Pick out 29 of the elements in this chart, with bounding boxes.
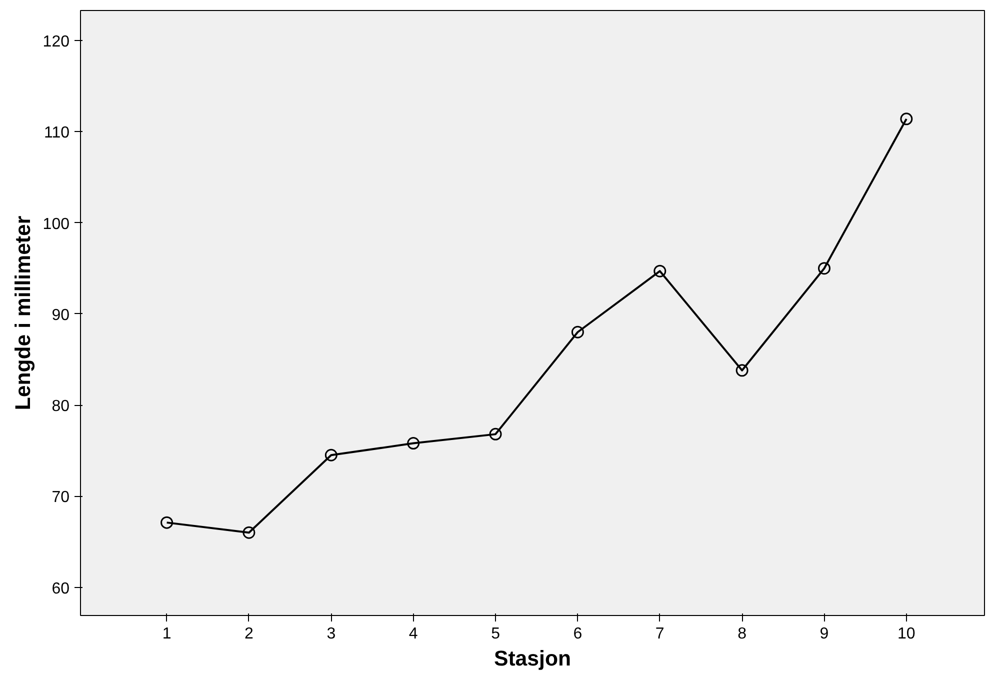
y-tick-label: 90 bbox=[52, 306, 70, 324]
x-tick-label: 6 bbox=[573, 626, 582, 642]
point bbox=[160, 516, 174, 529]
x-axis-title: Stasjon bbox=[494, 646, 572, 670]
x-tick-label: 3 bbox=[326, 626, 336, 642]
x-tick-label: 9 bbox=[820, 626, 829, 642]
y-tick-label: 110 bbox=[44, 124, 70, 142]
y-tick-label: 100 bbox=[42, 216, 70, 233]
x-tick-label: 5 bbox=[491, 626, 500, 642]
x-tick-label: 4 bbox=[408, 626, 418, 642]
point bbox=[654, 264, 666, 278]
point bbox=[736, 364, 748, 377]
y-tick-label: 60 bbox=[52, 580, 70, 598]
point bbox=[900, 112, 913, 126]
x-tick-label: 10 bbox=[898, 626, 916, 642]
point bbox=[324, 448, 338, 462]
point bbox=[489, 428, 502, 440]
point bbox=[407, 437, 420, 450]
y-tick-label: 120 bbox=[42, 34, 70, 51]
x-tick-label: 1 bbox=[162, 626, 172, 642]
y-axis-title: Lengde i millimeter bbox=[10, 216, 35, 410]
y-tick-label: 70 bbox=[52, 489, 70, 506]
y-tick-label: 80 bbox=[52, 398, 70, 416]
point bbox=[818, 262, 830, 275]
x-tick-label: 7 bbox=[655, 626, 664, 642]
x-tick-label: 2 bbox=[244, 626, 254, 642]
x-tick-label: 8 bbox=[738, 626, 747, 642]
point bbox=[571, 326, 584, 338]
point bbox=[242, 526, 256, 539]
